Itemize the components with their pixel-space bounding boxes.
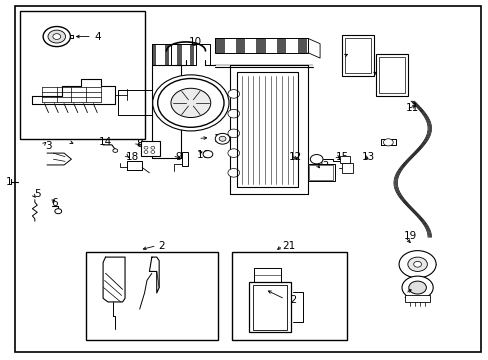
Circle shape xyxy=(227,149,239,157)
Bar xyxy=(308,165,332,180)
Circle shape xyxy=(227,129,239,138)
Circle shape xyxy=(43,27,70,46)
Circle shape xyxy=(113,149,118,152)
Bar xyxy=(182,152,187,166)
Circle shape xyxy=(152,75,228,131)
Polygon shape xyxy=(225,39,234,53)
Polygon shape xyxy=(170,44,175,65)
Text: 19: 19 xyxy=(403,231,416,240)
Circle shape xyxy=(383,139,392,146)
Text: 8: 8 xyxy=(136,139,142,149)
Circle shape xyxy=(53,34,61,40)
Bar xyxy=(86,252,217,339)
Text: 11: 11 xyxy=(405,103,419,113)
Polygon shape xyxy=(297,39,306,53)
Circle shape xyxy=(171,88,210,117)
Bar xyxy=(339,156,349,163)
Polygon shape xyxy=(266,39,275,53)
Polygon shape xyxy=(215,39,224,53)
Text: 14: 14 xyxy=(99,138,112,147)
Circle shape xyxy=(48,30,65,43)
Bar xyxy=(215,39,307,53)
Text: 22: 22 xyxy=(284,295,297,305)
Circle shape xyxy=(310,154,323,164)
Circle shape xyxy=(215,134,229,144)
Bar xyxy=(405,296,429,302)
Circle shape xyxy=(413,261,421,267)
Circle shape xyxy=(407,257,427,271)
Circle shape xyxy=(408,281,426,294)
Bar xyxy=(307,164,334,181)
Text: 7: 7 xyxy=(346,51,352,61)
Circle shape xyxy=(55,209,61,214)
Polygon shape xyxy=(177,44,181,65)
Text: 13: 13 xyxy=(362,152,375,162)
Circle shape xyxy=(227,90,239,98)
Bar xyxy=(375,54,407,96)
Text: 3: 3 xyxy=(45,141,52,151)
Circle shape xyxy=(227,109,239,118)
Text: 9: 9 xyxy=(175,152,182,162)
Text: 4: 4 xyxy=(95,32,102,41)
Polygon shape xyxy=(256,39,265,53)
Bar xyxy=(341,163,352,173)
Polygon shape xyxy=(287,39,296,53)
Circle shape xyxy=(144,150,148,153)
Circle shape xyxy=(203,150,212,158)
Text: 17: 17 xyxy=(213,134,226,144)
Bar xyxy=(141,140,159,156)
Polygon shape xyxy=(276,39,285,53)
Polygon shape xyxy=(245,39,255,53)
Text: 18: 18 xyxy=(125,152,139,162)
Bar xyxy=(20,12,144,139)
Bar xyxy=(253,285,286,329)
Bar xyxy=(237,72,298,187)
Polygon shape xyxy=(158,44,162,65)
Polygon shape xyxy=(164,44,168,65)
Text: 10: 10 xyxy=(189,37,202,47)
Text: 6: 6 xyxy=(51,198,58,208)
Text: 21: 21 xyxy=(281,241,294,251)
Circle shape xyxy=(219,136,225,141)
Text: 23: 23 xyxy=(315,161,328,171)
Circle shape xyxy=(158,78,224,127)
Text: 1: 1 xyxy=(6,177,13,187)
Text: 15: 15 xyxy=(335,152,348,162)
Polygon shape xyxy=(235,39,244,53)
Text: 20: 20 xyxy=(403,290,416,300)
Polygon shape xyxy=(189,44,194,65)
Circle shape xyxy=(151,150,155,153)
Polygon shape xyxy=(152,44,156,65)
Circle shape xyxy=(401,276,432,299)
Circle shape xyxy=(144,146,148,149)
Text: 5: 5 xyxy=(34,189,41,199)
Bar xyxy=(344,38,370,73)
Bar xyxy=(378,57,404,93)
Text: 7: 7 xyxy=(374,69,381,79)
Bar xyxy=(232,252,346,339)
Circle shape xyxy=(227,168,239,177)
Text: 16: 16 xyxy=(196,150,209,160)
Text: 12: 12 xyxy=(288,152,302,162)
Circle shape xyxy=(151,146,155,149)
Bar xyxy=(341,35,373,76)
Text: 2: 2 xyxy=(158,241,164,251)
Circle shape xyxy=(398,251,435,278)
Bar xyxy=(249,282,290,332)
Polygon shape xyxy=(183,44,187,65)
